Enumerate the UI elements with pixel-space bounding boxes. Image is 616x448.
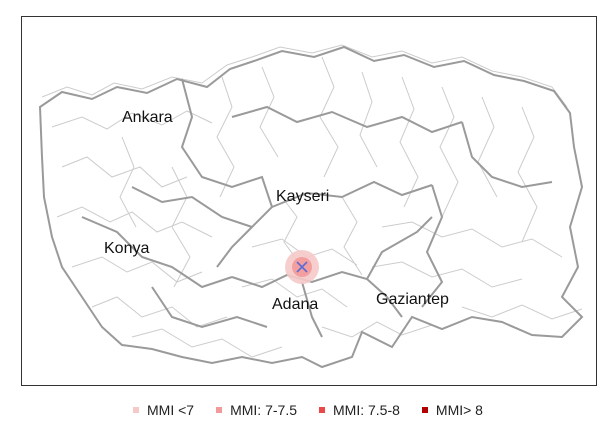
legend-label: MMI: 7.5-8 (333, 402, 400, 418)
legend-label: MMI> 8 (435, 402, 483, 418)
province-boundaries (38, 45, 584, 369)
legend-swatch-icon (421, 407, 428, 413)
x-marker-icon (296, 261, 308, 273)
legend-item-mmi-lt-7: MMI <7 (133, 402, 194, 418)
legend-swatch-icon (216, 407, 223, 413)
map-canvas: Ankara Kayseri Konya Adana Gaziantep (38, 44, 584, 369)
city-label-konya: Konya (104, 240, 149, 257)
legend-label: MMI: 7-7.5 (230, 402, 297, 418)
legend-swatch-icon (319, 407, 325, 413)
city-label-gaziantep: Gaziantep (376, 291, 449, 308)
legend: MMI <7 MMI: 7-7.5 MMI: 7.5-8 MMI> 8 (0, 400, 616, 420)
legend-item-mmi-7-5-8: MMI: 7.5-8 (319, 402, 400, 418)
district-boundaries (41, 44, 583, 358)
legend-swatch-icon (133, 407, 140, 413)
legend-label: MMI <7 (147, 402, 195, 418)
legend-item-mmi-gt-8: MMI> 8 (421, 402, 483, 418)
legend-item-mmi-7-7-5: MMI: 7-7.5 (216, 402, 297, 418)
city-label-adana: Adana (272, 296, 318, 313)
map-frame: Ankara Kayseri Konya Adana Gaziantep (21, 16, 597, 386)
city-label-kayseri: Kayseri (276, 188, 329, 205)
city-label-ankara: Ankara (122, 109, 173, 126)
